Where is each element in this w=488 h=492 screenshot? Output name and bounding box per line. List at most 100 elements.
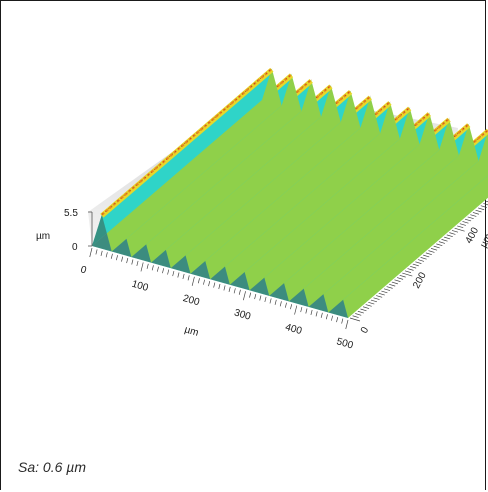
- ridge-face-front: [92, 68, 272, 247]
- x-axis-tick: [100, 250, 103, 256]
- y-axis-tick: [420, 257, 427, 260]
- x-axis-tick: [336, 317, 339, 323]
- y-axis-tick: [402, 272, 413, 277]
- x-axis-tick: [131, 259, 134, 265]
- x-axis-tick: [121, 256, 124, 262]
- y-axis-tick: [383, 288, 391, 291]
- y-axis-tick: [357, 310, 364, 314]
- y-axis-tick: [430, 248, 438, 251]
- y-axis-tick: [423, 254, 430, 258]
- x-axis-ticks: [89, 247, 349, 330]
- x-axis-tick: [213, 282, 216, 288]
- x-axis-tick: [151, 265, 154, 271]
- y-axis-tick: [449, 232, 456, 235]
- x-tick-label: 0: [79, 264, 88, 276]
- y-axis-tick: [415, 261, 422, 264]
- x-axis-tick: [116, 255, 118, 261]
- x-axis-tick: [290, 304, 293, 310]
- ridge-end-face: [92, 214, 112, 252]
- surface-roughness-caption: Sa: 0.6 µm: [18, 459, 86, 475]
- x-axis-tick: [274, 299, 277, 305]
- x-axis-tick: [259, 295, 262, 301]
- x-axis-tick: [208, 281, 211, 287]
- y-axis-tick: [464, 218, 472, 222]
- x-axis-tick: [146, 263, 149, 269]
- x-axis-tick: [126, 257, 129, 264]
- y-axis-ticks: [349, 200, 488, 322]
- x-axis-tick: [136, 260, 139, 267]
- y-axis-tick: [352, 315, 359, 318]
- x-axis-tick: [110, 253, 113, 259]
- ridge-surface: [92, 67, 488, 318]
- y-axis-tick: [386, 286, 393, 289]
- x-axis-tick: [191, 276, 195, 286]
- y-axis-tick: [407, 268, 414, 271]
- y-axis-tick: [410, 266, 417, 269]
- x-axis-tick: [228, 286, 231, 292]
- y-axis-tick: [446, 234, 453, 238]
- x-axis-tick: [320, 312, 323, 318]
- y-axis-tick: [478, 207, 485, 211]
- x-axis-tick: [105, 252, 108, 258]
- y-axis-tick: [459, 223, 466, 226]
- y-axis-tick: [467, 216, 474, 220]
- ridge-crest-texture: [102, 67, 273, 215]
- x-axis-tick: [238, 289, 241, 295]
- y-axis-tick: [362, 306, 370, 309]
- x-tick-label: 200: [182, 293, 201, 308]
- y-axis-tick: [475, 209, 482, 213]
- y-axis-tick: [370, 299, 378, 303]
- z-tick-label: 5.5: [64, 208, 78, 219]
- x-axis-unit: µm: [183, 324, 200, 338]
- y-axis-tick: [457, 225, 464, 229]
- x-axis-tick: [203, 279, 205, 285]
- y-tick-label: 0: [359, 325, 372, 335]
- y-axis-tick: [381, 290, 388, 294]
- x-axis-tick: [249, 292, 252, 298]
- y-axis-tick: [417, 259, 425, 262]
- y-tick-label: 200: [411, 270, 429, 290]
- x-axis-tick: [156, 266, 159, 272]
- y-axis-tick: [436, 243, 443, 247]
- surface-ridge: [92, 67, 282, 252]
- x-axis-tick: [172, 270, 175, 277]
- x-axis-tick: [300, 306, 303, 313]
- x-axis-tick: [167, 269, 170, 275]
- x-axis-tick: [264, 296, 267, 303]
- x-axis-tick: [218, 283, 221, 290]
- x-axis-tick: [305, 308, 308, 314]
- x-axis-tick: [162, 268, 165, 274]
- y-axis-tick: [470, 214, 477, 217]
- axis-tick-labels: 0100200300400500µm0200400600µm05.5µm: [36, 208, 488, 352]
- x-axis-tick: [254, 293, 257, 300]
- y-axis-tick: [349, 317, 361, 322]
- x-axis-tick: [182, 273, 185, 280]
- x-axis-tick: [345, 319, 349, 330]
- x-axis-tick: [284, 302, 287, 308]
- x-tick-label: 100: [130, 279, 149, 294]
- x-axis-tick: [315, 311, 318, 317]
- x-axis-tick: [140, 262, 144, 272]
- y-axis-tick: [355, 313, 362, 316]
- x-axis-tick: [294, 305, 298, 315]
- y-axis-tick: [376, 295, 383, 298]
- x-tick-label: 300: [233, 308, 252, 323]
- x-axis-tick: [243, 291, 246, 301]
- x-axis-tick: [223, 285, 226, 291]
- y-axis-tick: [404, 270, 412, 273]
- y-axis-tick: [425, 252, 432, 255]
- y-axis-tick: [444, 236, 451, 240]
- y-axis-tick: [451, 230, 459, 233]
- x-axis-tick: [89, 247, 93, 258]
- y-axis-tick: [428, 250, 435, 253]
- y-axis-tick: [441, 239, 448, 242]
- x-axis-tick: [187, 275, 190, 281]
- x-axis-tick: [279, 301, 282, 307]
- y-axis-tick: [433, 245, 440, 249]
- z-axis-unit: µm: [36, 231, 50, 242]
- x-tick-label: 400: [284, 322, 303, 337]
- x-axis-tick: [197, 278, 200, 284]
- y-axis-tick: [373, 297, 380, 300]
